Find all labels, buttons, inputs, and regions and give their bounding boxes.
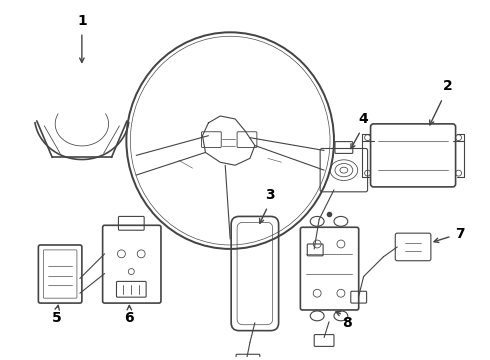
Text: 8: 8 xyxy=(342,316,352,330)
Text: 5: 5 xyxy=(52,311,62,325)
Text: 3: 3 xyxy=(265,188,274,202)
Text: 4: 4 xyxy=(359,112,368,126)
Text: 6: 6 xyxy=(124,311,134,325)
Text: 1: 1 xyxy=(77,14,87,27)
Text: 7: 7 xyxy=(455,227,465,241)
Text: 2: 2 xyxy=(443,80,453,94)
